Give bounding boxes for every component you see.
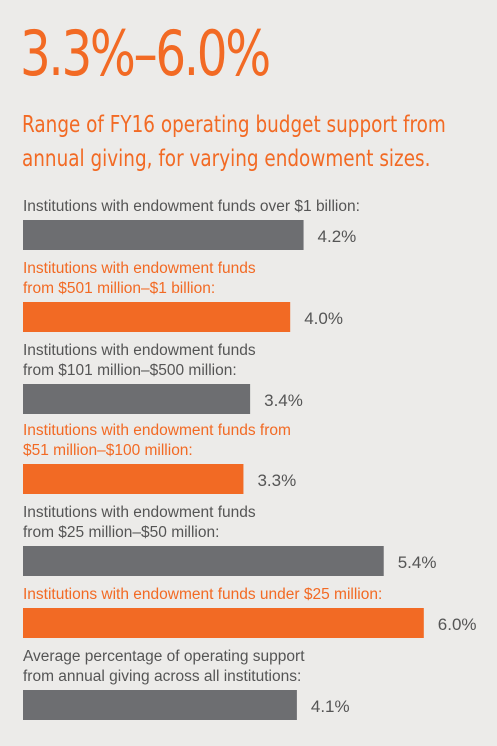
data-label: 3.3%	[257, 471, 296, 490]
category-label: from $501 million–$1 billion:	[23, 280, 215, 297]
category-label: Institutions with endowment funds from	[23, 422, 291, 439]
data-label: 4.0%	[304, 309, 343, 328]
subtitle: Range of FY16 operating budget support f…	[22, 112, 446, 172]
bar	[23, 464, 244, 494]
category-label: from $25 million–$50 million:	[23, 524, 219, 541]
data-label: 6.0%	[438, 615, 477, 634]
bar	[23, 546, 384, 576]
data-label: 3.4%	[264, 391, 303, 410]
data-label: 5.4%	[398, 553, 437, 572]
category-label: Institutions with endowment funds	[23, 260, 256, 277]
headline: 3.3%–6.0%	[20, 17, 271, 90]
category-label: Institutions with endowment funds	[23, 342, 256, 359]
category-label: Institutions with endowment funds over $…	[23, 198, 360, 215]
category-label: $51 million–$100 million:	[23, 442, 193, 459]
data-label: 4.2%	[318, 227, 357, 246]
category-label: from annual giving across all institutio…	[23, 668, 301, 685]
category-label: Institutions with endowment funds	[23, 504, 256, 521]
bar	[23, 690, 297, 720]
bar	[23, 384, 251, 414]
category-label: Institutions with endowment funds under …	[23, 586, 382, 603]
bar	[23, 608, 424, 638]
bar	[23, 302, 291, 332]
data-label: 4.1%	[311, 697, 350, 716]
category-label: Average percentage of operating support	[23, 648, 305, 665]
category-label: from $101 million–$500 million:	[23, 362, 237, 379]
bar	[23, 220, 304, 250]
